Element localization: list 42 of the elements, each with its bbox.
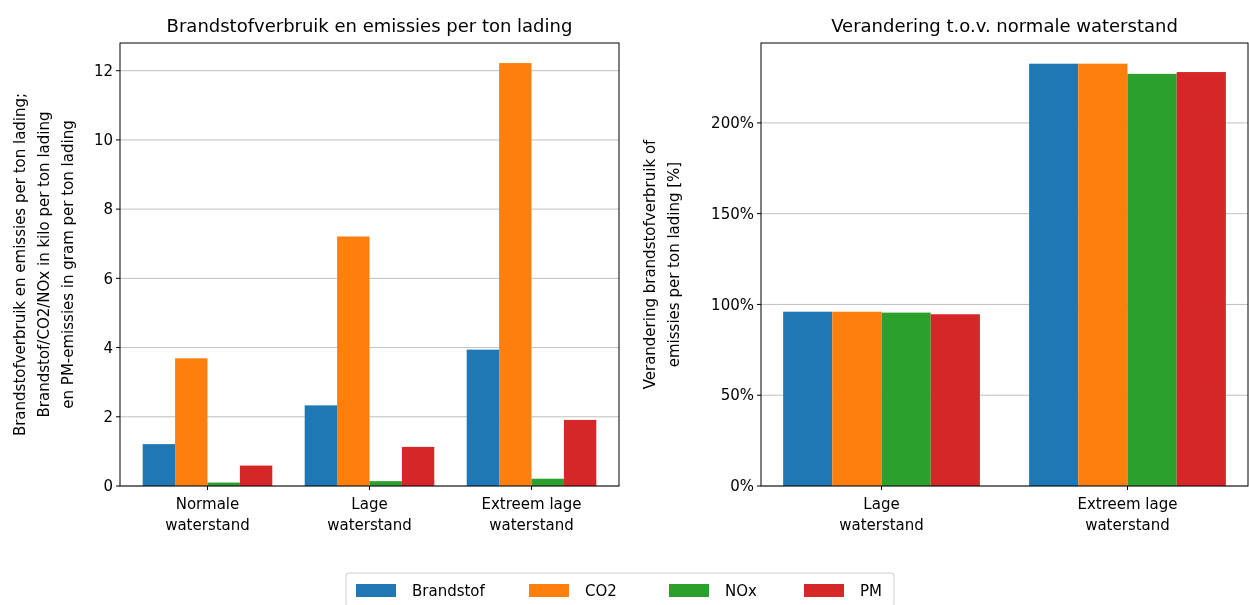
x-tick-label: Lage waterstand	[327, 495, 412, 534]
bar	[1127, 73, 1177, 486]
x-tick-label: Extreem lage waterstand	[1077, 495, 1178, 534]
bar	[304, 405, 338, 486]
legend-label: NOx	[725, 582, 758, 601]
y-tick-label: 4	[103, 338, 113, 357]
bar	[1029, 63, 1079, 486]
bar	[563, 419, 597, 486]
legend-label: CO2	[585, 582, 617, 601]
bar	[783, 311, 833, 486]
y-tick-label: 150%	[711, 204, 754, 223]
legend-label: PM	[860, 582, 882, 601]
bar	[466, 349, 500, 486]
y-tick-label: 0	[103, 477, 113, 496]
bar	[881, 312, 931, 486]
y-tick-label: 100%	[711, 295, 754, 314]
x-tick-label: Normale waterstand	[165, 495, 250, 534]
bar	[239, 465, 273, 486]
bar	[175, 358, 208, 486]
bar	[1176, 72, 1226, 486]
y-axis-title: Brandstofverbruik en emissies per ton lading; Brandstof/CO2/NOx in kilo per ton lading en PM-emissies in gram per ton lading	[11, 92, 78, 437]
y-tick-label: 2	[103, 408, 113, 427]
y-tick-label: 200%	[711, 114, 754, 133]
y-tick-label: 50%	[720, 386, 754, 405]
bar	[1078, 63, 1128, 486]
chart-title: Brandstofverbruik en emissies per ton lading	[166, 15, 573, 36]
bar	[930, 314, 980, 486]
x-tick-label: Lage waterstand	[839, 495, 924, 534]
y-tick-label: 8	[103, 200, 113, 219]
y-tick-label: 12	[93, 61, 113, 80]
bar	[499, 63, 532, 486]
bar	[401, 446, 435, 486]
legend-label: Brandstof	[412, 582, 486, 601]
x-tick-label: Extreem lage waterstand	[481, 495, 582, 534]
y-tick-label: 6	[103, 269, 113, 288]
bar	[832, 311, 882, 486]
bar	[142, 444, 176, 486]
bar	[337, 236, 370, 486]
y-axis-title: Verandering brandstofverbruik of emissies per ton lading [%]	[641, 138, 684, 390]
chart-title: Verandering t.o.v. normale waterstand	[831, 15, 1178, 36]
y-tick-label: 10	[93, 131, 113, 150]
y-tick-label: 0%	[730, 477, 754, 496]
